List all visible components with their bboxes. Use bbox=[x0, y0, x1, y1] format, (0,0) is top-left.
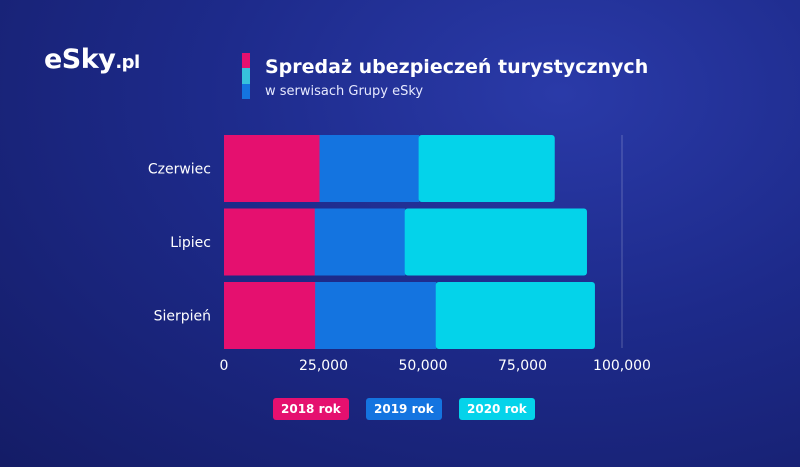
legend-2019: 2019 rok bbox=[366, 398, 442, 420]
bar-czerwiec-2019-rok bbox=[319, 135, 420, 202]
bar-sierpień-2019-rok bbox=[315, 282, 437, 349]
title-marker-segment-2019 bbox=[242, 83, 250, 99]
category-label-czerwiec: Czerwiec bbox=[148, 162, 211, 178]
bar-czerwiec-2020-rok bbox=[418, 135, 555, 202]
title-marker-segment-mid bbox=[242, 68, 250, 84]
legend-2018: 2018 rok bbox=[273, 398, 349, 420]
bar-lipiec-2020-rok bbox=[404, 208, 587, 276]
bar-lipiec-2019-rok bbox=[314, 208, 406, 276]
esky-logo: eSky.pl bbox=[44, 44, 140, 75]
title-color-marker bbox=[242, 53, 250, 99]
logo-tld: .pl bbox=[115, 52, 140, 73]
x-tick-label: 0 bbox=[220, 358, 229, 374]
legend-2020: 2020 rok bbox=[459, 398, 535, 420]
x-tick-label: 75,000 bbox=[498, 358, 547, 374]
category-label-sierpień: Sierpień bbox=[154, 309, 211, 325]
x-tick-label: 50,000 bbox=[399, 358, 448, 374]
bar-sierpień-2020-rok bbox=[435, 282, 595, 349]
x-tick-label: 100,000 bbox=[593, 358, 651, 374]
chart-title: Spredaż ubezpieczeń turystycznych bbox=[265, 56, 649, 78]
chart-subtitle: w serwisach Grupy eSky bbox=[265, 84, 424, 99]
bar-sierpień-2018-rok bbox=[224, 282, 316, 349]
x-tick-label: 25,000 bbox=[299, 358, 348, 374]
category-label-lipiec: Lipiec bbox=[170, 235, 211, 251]
title-marker-segment-2018 bbox=[242, 53, 250, 69]
bar-czerwiec-2018-rok bbox=[224, 135, 321, 202]
logo-main: eSky bbox=[44, 44, 116, 75]
bar-lipiec-2018-rok bbox=[224, 208, 316, 276]
